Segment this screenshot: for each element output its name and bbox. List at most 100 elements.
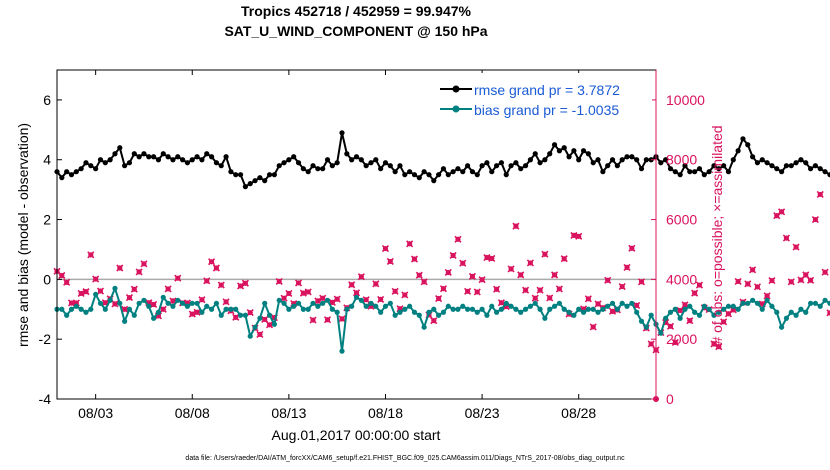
rmse-point: [498, 160, 505, 166]
right-y-tick-label: 6000: [666, 212, 697, 228]
bias-point: [165, 300, 171, 306]
rmse-point: [97, 157, 104, 163]
rmse-point: [605, 163, 611, 169]
obs-assimilated-point: [637, 278, 646, 286]
bias-point: [266, 312, 273, 318]
obs-assimilated-point: [647, 340, 655, 348]
obs-assimilated-point: [608, 307, 617, 315]
obs-assimilated-point: [82, 288, 90, 296]
bias-point: [605, 303, 611, 309]
bias-point: [759, 306, 765, 312]
obs-assimilated-point: [686, 317, 694, 325]
bias-point: [339, 348, 345, 354]
bias-point: [88, 306, 94, 312]
rmse-point: [247, 181, 253, 187]
rmse-point: [431, 178, 437, 184]
rmse-point: [450, 169, 456, 175]
rmse-point: [740, 136, 746, 142]
rmse-point: [407, 169, 413, 175]
obs-assimilated-point: [715, 343, 723, 351]
rmse-point: [537, 160, 543, 166]
bias-point: [320, 300, 326, 306]
bias-point: [184, 303, 191, 309]
rmse-point: [479, 163, 485, 169]
rmse-point: [711, 163, 717, 169]
bias-point: [489, 303, 495, 309]
series-lines: [54, 130, 830, 354]
bias-point: [817, 303, 823, 309]
obs-assimilated-point: [217, 281, 225, 289]
rmse-point: [421, 169, 427, 175]
rmse-point: [556, 148, 562, 154]
left-y-tick-label: 2: [43, 212, 51, 228]
rmse-point: [73, 169, 79, 175]
left-y-tick-label: 0: [43, 271, 51, 287]
rmse-point: [233, 172, 239, 178]
obs-assimilated-point: [164, 285, 172, 293]
bias-point: [155, 309, 162, 315]
right-y-tick-label: 0: [666, 391, 674, 407]
rmse-point: [561, 145, 567, 151]
obs-assimilated-point: [116, 264, 124, 272]
rmse-point: [595, 157, 601, 163]
rmse-point: [189, 157, 195, 163]
left-y-tick-label: 6: [43, 92, 51, 108]
obs-assimilated-point: [681, 301, 689, 309]
bias-point: [107, 297, 113, 303]
bias-point: [64, 312, 70, 318]
bias-point: [778, 324, 785, 330]
bias-point: [151, 315, 157, 321]
obs-assimilated-point: [135, 268, 143, 276]
rmse-point: [778, 169, 785, 175]
rmse-point: [146, 154, 152, 160]
bias-point: [498, 306, 505, 312]
rmse-point: [102, 160, 108, 166]
bias-point: [542, 315, 548, 321]
rmse-point: [184, 160, 191, 166]
obs-assimilated-point: [720, 318, 728, 326]
bias-point: [436, 312, 442, 318]
bias-point: [223, 306, 229, 312]
obs-assimilated-point: [261, 315, 269, 324]
rmse-point: [474, 172, 480, 178]
rmse-point: [300, 166, 306, 172]
bias-point: [324, 297, 331, 303]
rmse-point: [619, 157, 625, 163]
rmse-point: [822, 169, 828, 175]
bias-point: [566, 309, 572, 315]
obs-assimilated-point: [734, 277, 742, 286]
obs-assimilated-point: [323, 316, 332, 324]
rmse-point: [170, 157, 176, 163]
rmse-point: [682, 163, 688, 169]
rmse-point: [218, 163, 224, 169]
rmse-point: [643, 157, 649, 163]
bias-point: [479, 306, 485, 312]
rmse-point: [281, 160, 287, 166]
rmse-point: [465, 163, 471, 169]
obs-assimilated-point: [208, 258, 216, 266]
rmse-point: [151, 154, 157, 160]
rmse-point: [812, 163, 819, 169]
legend-rmse-label: rmse grand pr = 3.7872: [474, 82, 620, 98]
rmse-point: [455, 166, 461, 172]
obs-assimilated-point: [695, 281, 704, 289]
rmse-point: [339, 130, 345, 136]
obs-assimilated-point: [352, 289, 361, 297]
obs-assimilated-point: [150, 300, 158, 309]
rmse-point: [353, 154, 360, 160]
rmse-point: [503, 172, 509, 178]
obs-assimilated-point: [816, 190, 824, 198]
obs-assimilated-point: [691, 289, 699, 297]
bias-point: [711, 312, 717, 318]
right-y-axis-label: # of obs: o=possible; ×=assimilated: [709, 125, 725, 344]
bias-point: [126, 306, 133, 312]
chart-title: Tropics 452718 / 452959 = 99.947%: [241, 3, 472, 19]
bias-point: [812, 300, 819, 306]
x-axis-label: Aug.01,2017 00:00:00 start: [272, 427, 441, 443]
bias-point: [315, 303, 321, 309]
rmse-point: [179, 157, 186, 163]
obs-assimilated-point: [671, 338, 679, 347]
bias-point: [310, 300, 316, 306]
bias-point: [595, 309, 601, 315]
